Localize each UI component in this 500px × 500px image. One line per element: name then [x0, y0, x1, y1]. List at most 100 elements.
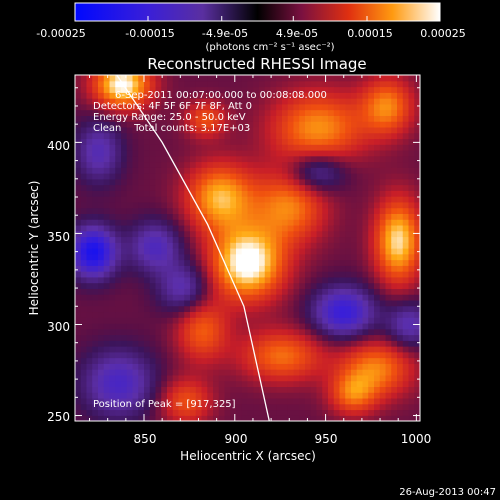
heatmap-cell [293, 86, 300, 93]
heatmap-cell [80, 253, 88, 261]
heatmap-cell [195, 161, 203, 168]
heatmap-cell [270, 149, 277, 157]
heatmap-cell [207, 294, 214, 301]
heatmap-cell [195, 219, 203, 226]
heatmap-cell [121, 299, 128, 307]
heatmap-cell [402, 103, 410, 111]
heatmap-cell [80, 161, 88, 168]
heatmap-cell [310, 224, 318, 232]
heatmap-cell [362, 144, 369, 151]
heatmap-cell [259, 409, 266, 416]
heatmap-cell [402, 380, 410, 387]
heatmap-cell [391, 196, 398, 203]
heatmap-cell [218, 380, 226, 387]
heatmap-cell [362, 392, 369, 399]
heatmap-cell [109, 409, 116, 416]
heatmap-cell [109, 334, 116, 341]
heatmap-cell [305, 103, 312, 111]
heatmap-cell [264, 311, 272, 318]
heatmap-cell [98, 173, 105, 180]
heatmap-cell [282, 155, 289, 163]
heatmap-cell [155, 299, 162, 307]
heatmap-cell [374, 236, 381, 243]
heatmap-cell [264, 248, 272, 255]
heatmap-cell [333, 415, 341, 421]
heatmap-cell [138, 167, 145, 174]
heatmap-cell [218, 276, 226, 284]
heatmap-cell [414, 236, 420, 243]
heatmap-cell [172, 92, 180, 99]
heatmap-cell [253, 173, 260, 180]
heatmap-cell [322, 242, 329, 249]
heatmap-cell [224, 121, 231, 128]
heatmap-cell [253, 351, 260, 359]
heatmap-cell [80, 230, 88, 238]
heatmap-cell [345, 167, 352, 174]
heatmap-cell [328, 75, 335, 82]
heatmap-cell [374, 132, 381, 140]
heatmap-cell [201, 178, 208, 186]
heatmap-cell [351, 294, 358, 301]
heatmap-cell [299, 161, 306, 168]
heatmap-cell [167, 149, 174, 157]
heatmap-cell [178, 92, 185, 99]
heatmap-cell [339, 173, 346, 180]
y-tick-label-350: 350 [47, 230, 70, 244]
heatmap-cell [259, 392, 266, 399]
heatmap-cell [132, 219, 139, 226]
heatmap-cell [92, 259, 99, 266]
heatmap-cell [374, 121, 381, 128]
heatmap-cell [230, 103, 237, 111]
heatmap-cell [270, 340, 277, 347]
heatmap-cell [86, 363, 93, 370]
heatmap-cell [374, 351, 381, 359]
heatmap-cell [167, 144, 174, 151]
heatmap-cell [121, 138, 128, 145]
heatmap-cell [379, 253, 387, 261]
heatmap-cell [190, 126, 197, 134]
heatmap-cell [391, 144, 398, 151]
heatmap-cell [270, 75, 277, 82]
heatmap-cell [322, 213, 329, 220]
heatmap-cell [333, 369, 341, 376]
heatmap-cell [374, 149, 381, 157]
heatmap-cell [310, 322, 318, 330]
heatmap-cell [345, 397, 352, 405]
heatmap-cell [86, 224, 93, 232]
heatmap-cell [92, 415, 99, 421]
heatmap-cell [247, 276, 254, 284]
heatmap-cell [138, 109, 145, 116]
heatmap-cell [264, 224, 272, 232]
heatmap-cell [138, 126, 145, 134]
heatmap-cell [379, 299, 387, 307]
heatmap-cell [167, 80, 174, 88]
heatmap-cell [408, 219, 415, 226]
heatmap-cell [368, 328, 375, 336]
heatmap-cell [362, 328, 369, 336]
heatmap-cell [144, 155, 151, 163]
heatmap-cell [126, 369, 134, 376]
heatmap-cell [126, 392, 134, 399]
heatmap-cell [201, 328, 208, 336]
heatmap-cell [287, 201, 295, 209]
heatmap-cell [109, 155, 116, 163]
heatmap-cell [408, 242, 415, 249]
heatmap-cell [103, 409, 111, 416]
heatmap-cell [397, 322, 404, 330]
heatmap-cell [333, 86, 341, 93]
heatmap-cell [391, 305, 398, 313]
heatmap-cell [103, 357, 111, 364]
heatmap-cell [92, 397, 99, 405]
heatmap-cell [402, 299, 410, 307]
heatmap-cell [184, 415, 191, 421]
heatmap-cell [109, 213, 116, 220]
heatmap-cell [305, 115, 312, 122]
heatmap-cell [391, 115, 398, 122]
heatmap-cell [218, 311, 226, 318]
heatmap-cell [385, 230, 392, 238]
heatmap-cell [253, 282, 260, 289]
heatmap-cell [287, 207, 295, 214]
heatmap-cell [149, 155, 157, 163]
heatmap-cell [259, 103, 266, 111]
